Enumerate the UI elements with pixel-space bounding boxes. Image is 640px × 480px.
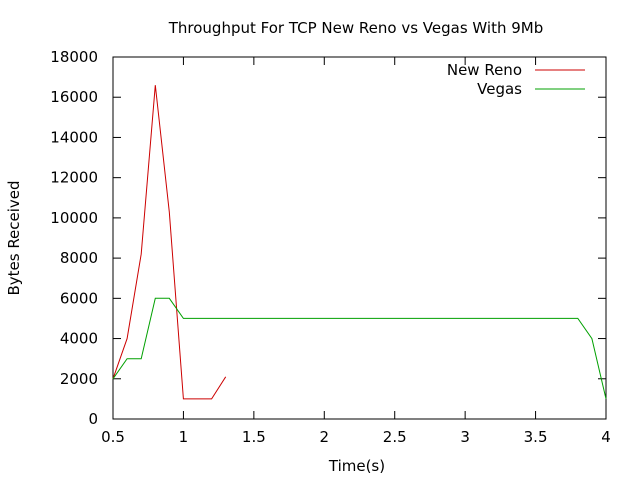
series-line-new-reno (112, 85, 227, 400)
legend-label-new-reno: New Reno (447, 61, 522, 79)
y-tick-label: 2000 (60, 370, 98, 388)
y-tick-label: 4000 (60, 330, 98, 348)
plot-frame (112, 56, 607, 420)
x-tick-label: 1.5 (242, 428, 266, 446)
y-tick-label: 6000 (60, 289, 98, 307)
series-line-vegas (112, 297, 607, 400)
y-tick-label: 16000 (50, 88, 98, 106)
x-tick-label: 4 (601, 428, 611, 446)
y-tick-label: 10000 (50, 209, 98, 227)
x-tick-label: 0.5 (101, 428, 125, 446)
y-tick-label: 18000 (50, 48, 98, 66)
x-tick-label: 3.5 (524, 428, 548, 446)
x-tick-label: 2 (320, 428, 330, 446)
x-tick-label: 3 (460, 428, 470, 446)
x-axis-label: Time(s) (328, 457, 385, 475)
y-axis-label: Bytes Received (5, 180, 23, 295)
y-tick-label: 12000 (50, 169, 98, 187)
y-tick-label: 0 (88, 410, 98, 428)
x-tick-label: 1 (179, 428, 189, 446)
y-tick-label: 14000 (50, 128, 98, 146)
y-tick-label: 8000 (60, 249, 98, 267)
x-tick-label: 2.5 (383, 428, 407, 446)
legend-label-vegas: Vegas (477, 80, 522, 98)
chart-title: Throughput For TCP New Reno vs Vegas Wit… (168, 19, 544, 37)
